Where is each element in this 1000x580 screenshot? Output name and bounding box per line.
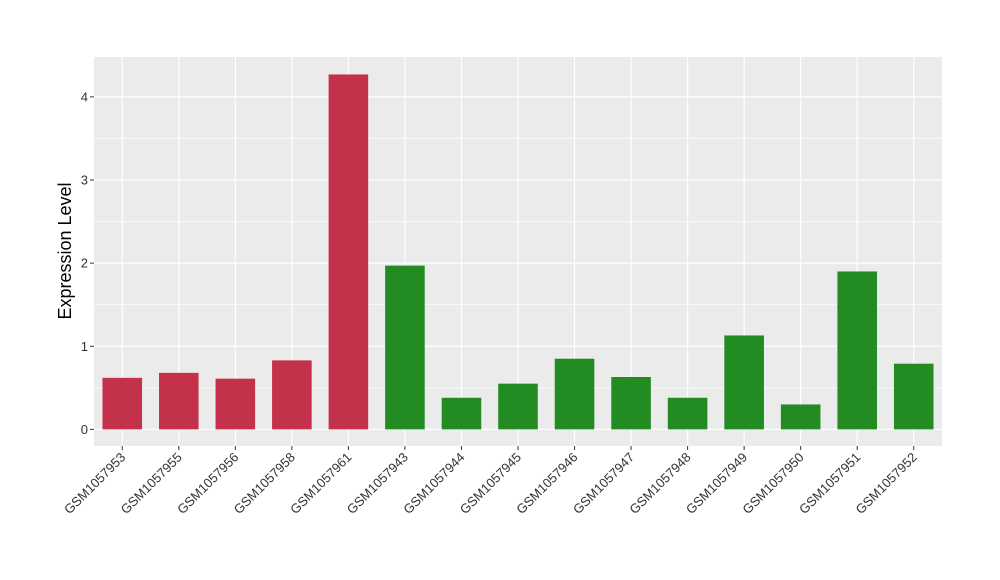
bar-GSM1057956 bbox=[215, 378, 256, 430]
bar-GSM1057945 bbox=[498, 383, 538, 430]
bar-GSM1057949 bbox=[724, 335, 764, 430]
bar-GSM1057948 bbox=[667, 397, 708, 430]
y-axis: 0 1 2 3 4 bbox=[81, 89, 94, 437]
bar-GSM1057952 bbox=[893, 363, 934, 430]
bar-GSM1057947 bbox=[611, 377, 651, 430]
bar-GSM1057950 bbox=[780, 404, 821, 430]
bar-GSM1057958 bbox=[272, 360, 312, 430]
bar-GSM1057953 bbox=[102, 377, 143, 430]
bar-GSM1057944 bbox=[441, 397, 482, 430]
y-tick-label: 3 bbox=[81, 173, 88, 188]
bar-GSM1057955 bbox=[159, 372, 199, 430]
y-tick-label: 4 bbox=[81, 89, 88, 104]
bar-GSM1057961 bbox=[328, 74, 369, 430]
bar-GSM1057951 bbox=[837, 271, 877, 430]
y-tick-label: 0 bbox=[81, 422, 88, 437]
bar-GSM1057943 bbox=[385, 265, 425, 430]
bars bbox=[102, 74, 934, 430]
x-axis: GSM1057953GSM1057955GSM1057956GSM1057958… bbox=[61, 446, 920, 517]
y-tick-label: 1 bbox=[81, 339, 88, 354]
bar-GSM1057946 bbox=[554, 358, 595, 430]
y-tick-label: 2 bbox=[81, 256, 88, 271]
y-axis-title: Expression Level bbox=[55, 182, 75, 319]
